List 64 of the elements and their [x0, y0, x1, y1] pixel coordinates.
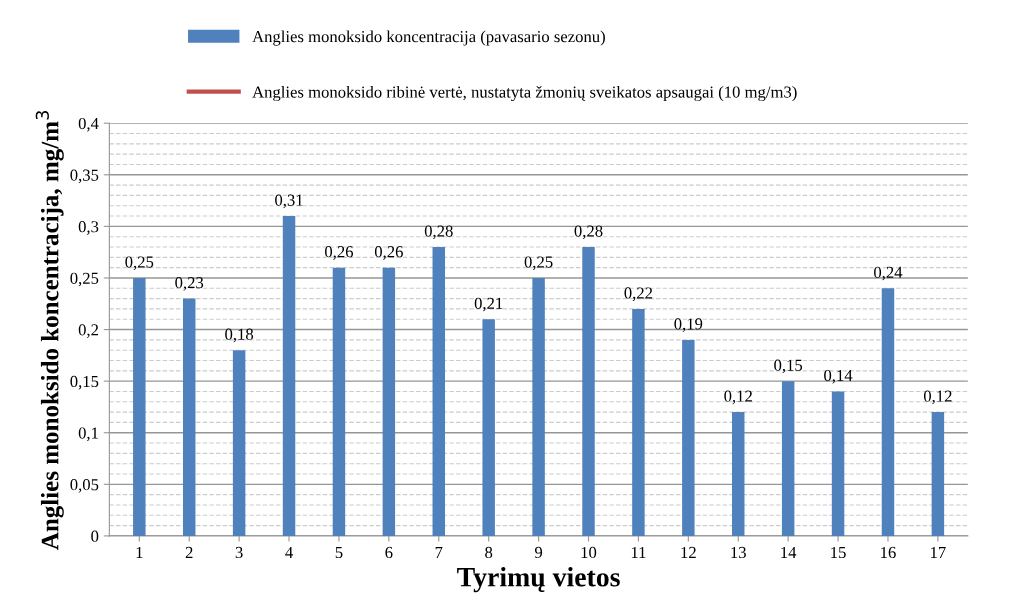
x-tick-label: 11 — [631, 546, 646, 558]
x-tick-label: 3 — [235, 546, 243, 559]
x-tick-label: 12 — [681, 546, 696, 558]
x-tick-label: 17 — [931, 546, 946, 558]
data-label: 0,22 — [624, 287, 653, 301]
bar — [332, 267, 346, 536]
x-tick-label: 2 — [185, 546, 193, 558]
data-label: 0,21 — [474, 297, 503, 312]
x-tick-label: 5 — [335, 546, 343, 559]
bar — [632, 308, 645, 536]
bar — [232, 350, 246, 536]
y-tick-label: 0,2 — [78, 324, 99, 338]
data-label: 0,19 — [674, 318, 703, 332]
x-tick-label: 10 — [581, 546, 597, 559]
y-tick-label: 0,3 — [78, 221, 99, 235]
bar — [382, 267, 396, 536]
y-tick-label: 0,35 — [70, 169, 99, 184]
data-label: 0,15 — [774, 359, 803, 374]
data-label: 0,28 — [424, 225, 453, 240]
x-tick-label: 13 — [731, 546, 746, 559]
bar — [881, 288, 895, 536]
x-axis-title: Tyrimų vietos — [457, 567, 620, 593]
data-label: 0,26 — [374, 246, 403, 260]
data-label: 0,12 — [923, 390, 952, 405]
data-label: 0,24 — [874, 266, 903, 281]
x-tick-label: 4 — [285, 546, 293, 558]
data-label: 0,26 — [325, 246, 354, 260]
x-tick-label: 8 — [485, 546, 493, 559]
bar — [931, 412, 945, 536]
bar — [133, 277, 146, 536]
legend-label: Anglies monoksido ribinė vertė, nustatyta žmonių sveikatos apsaugai (10 mg/m3) — [252, 85, 797, 102]
data-label: 0,12 — [724, 390, 752, 405]
data-label: 0,31 — [275, 194, 303, 209]
data-label: 0,25 — [524, 256, 553, 271]
bar — [682, 339, 695, 536]
x-tick-label: 14 — [781, 546, 797, 558]
bar — [732, 412, 745, 536]
y-tick-label: 0,1 — [78, 427, 98, 442]
y-tick-label: 0,4 — [78, 117, 99, 132]
data-label: 0,23 — [175, 277, 204, 291]
bar — [282, 216, 296, 536]
x-tick-label: 6 — [385, 546, 393, 559]
bar — [532, 277, 545, 536]
bar — [781, 381, 795, 536]
x-tick-label: 15 — [831, 546, 846, 559]
y-tick-label: 0 — [91, 530, 99, 542]
bar — [482, 319, 495, 536]
y-tick-label: 0,25 — [70, 272, 99, 287]
bar — [182, 298, 196, 536]
bar — [582, 247, 595, 536]
bar — [831, 391, 845, 536]
legend-label: Anglies monoksido koncentracija (pavasario sezonu) — [252, 30, 605, 46]
data-label: 0,14 — [824, 369, 853, 384]
y-axis-title: Anglies monoksido koncentracija, mg/m$^{3}$ — [35, 111, 64, 550]
bar — [432, 247, 446, 536]
data-label: 0,18 — [225, 328, 254, 343]
data-label: 0,28 — [574, 225, 603, 240]
x-tick-label: 9 — [534, 546, 543, 559]
y-tick-label: 0,05 — [70, 479, 99, 493]
x-tick-label: 1 — [136, 546, 143, 558]
data-label: 0,25 — [125, 256, 154, 271]
x-tick-label: 7 — [435, 546, 443, 558]
y-tick-label: 0,15 — [70, 375, 99, 390]
x-tick-label: 16 — [881, 546, 896, 559]
